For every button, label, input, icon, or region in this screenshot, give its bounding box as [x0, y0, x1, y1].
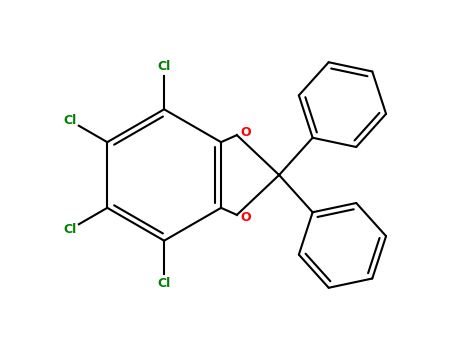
Text: Cl: Cl	[63, 223, 76, 236]
Text: Cl: Cl	[157, 277, 171, 290]
Text: Cl: Cl	[157, 60, 171, 73]
Text: O: O	[240, 126, 251, 139]
Text: Cl: Cl	[63, 114, 76, 127]
Text: O: O	[240, 211, 251, 224]
